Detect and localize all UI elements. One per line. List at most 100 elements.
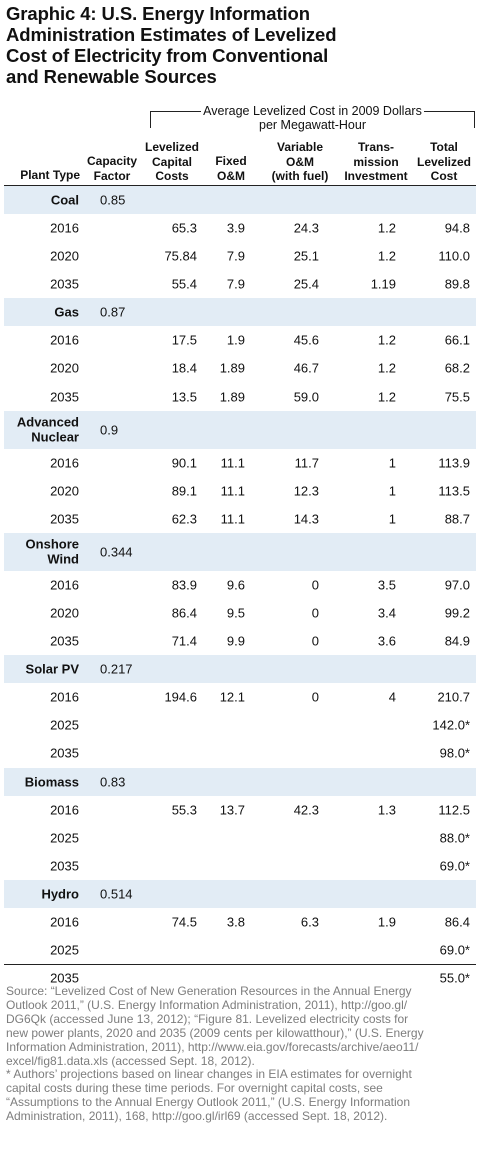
total-cost-cell: 113.5 [438,483,470,499]
category-row: Onshore Wind 0.344 [4,532,476,571]
fixed-om-cell: 1.89 [219,360,245,376]
plant-type-label: Solar PV [4,661,79,677]
transmission-cell: 1 [388,455,396,471]
year-cell: 2035 [50,970,79,986]
col-header-line: Levelized [416,154,472,169]
year-cell: 2016 [50,802,79,818]
data-row: 2016 65.3 3.9 24.3 1.2 94.8 [4,214,476,242]
capacity-factor: 0.344 [100,544,133,560]
total-cost-cell: 94.8 [444,220,470,236]
levelized-capital-cell: 13.5 [171,389,197,405]
total-cost-cell: 86.4 [444,914,470,930]
year-cell: 2025 [50,830,79,846]
transmission-cell: 1 [388,511,396,527]
data-row: 2035 55.0* [4,964,476,992]
transmission-cell: 3.4 [377,605,396,621]
variable-om-cell: 0 [311,633,319,649]
source-notes: Source: “Levelized Cost of New Generatio… [6,984,472,1124]
data-row: 2016 194.6 12.1 0 4 210.7 [4,683,476,711]
levelized-capital-cell: 18.4 [171,360,197,376]
plant-type-line: Hydro [41,886,79,902]
variable-om-cell: 14.3 [293,511,319,527]
col-header-line: Capacity [86,154,138,168]
data-row: 2020 75.84 7.9 25.1 1.2 110.0 [4,242,476,270]
col-header-line: (with fuel) [271,169,329,183]
data-row: 2035 71.4 9.9 0 3.6 84.9 [4,627,476,655]
fixed-om-cell: 1.89 [219,389,245,405]
data-row: 2016 55.3 13.7 42.3 1.3 112.5 [4,796,476,824]
data-row: 2035 69.0* [4,852,476,880]
variable-om-cell: 59.0 [293,389,319,405]
fixed-om-cell: 7.9 [226,248,245,264]
variable-om-cell: 12.3 [293,483,319,499]
year-cell: 2020 [50,248,79,264]
category-row: Advanced Nuclear 0.9 [4,410,476,449]
spanning-header: Average Levelized Cost in 2009 Dollars p… [150,104,475,132]
year-cell: 2016 [50,220,79,236]
data-row: 2035 98.0* [4,739,476,767]
capacity-factor: 0.87 [100,304,126,320]
transmission-cell: 3.6 [377,633,396,649]
plant-type-line: Nuclear [31,429,79,445]
levelized-capital-cell: 194.6 [164,689,197,705]
year-cell: 2020 [50,605,79,621]
total-cost-cell: 88.7 [444,511,470,527]
note-line: capital costs during these time periods.… [6,1081,383,1096]
spanning-header-line2: per Megawatt-Hour [257,117,368,132]
col-header-transmission: Trans- mission Investment [338,140,414,184]
variable-om-cell: 42.3 [293,802,319,818]
year-cell: 2025 [50,717,79,733]
fixed-om-cell: 11.1 [220,483,245,499]
capacity-factor: 0.514 [100,886,133,902]
graphic-title: Graphic 4: U.S. Energy Information Admin… [6,3,476,87]
levelized-capital-cell: 71.4 [171,633,197,649]
transmission-cell: 1.2 [377,360,396,376]
data-row: 2016 90.1 11.1 11.7 1 113.9 [4,449,476,477]
title-line: Graphic 4: U.S. Energy Information [6,3,310,24]
year-cell: 2035 [50,389,79,405]
data-row: 2025 142.0* [4,711,476,739]
variable-om-cell: 46.7 [293,360,319,376]
data-row: 2025 69.0* [4,936,476,964]
capacity-factor: 0.9 [100,422,119,438]
col-header-line: mission [353,154,399,169]
plant-type-line: Onshore [25,536,79,552]
levelized-capital-cell: 86.4 [171,605,197,621]
total-cost-cell: 75.5 [444,389,470,405]
transmission-cell: 1.2 [377,248,396,264]
data-row: 2016 17.5 1.9 45.6 1.2 66.1 [4,326,476,354]
fixed-om-cell: 9.6 [226,577,245,593]
fixed-om-cell: 9.9 [226,633,245,649]
plant-type-label: Hydro [4,886,79,902]
title-line: and Renewable Sources [6,66,217,87]
plant-type-line: Biomass [24,773,79,789]
levelized-capital-cell: 74.5 [171,914,197,930]
total-cost-cell: 113.9 [438,455,470,471]
variable-om-cell: 0 [311,689,319,705]
category-row: Biomass 0.83 [4,767,476,796]
transmission-cell: 1.2 [377,220,396,236]
levelized-capital-cell: 17.5 [171,332,197,348]
note-line: excel/fig81.data.xls (accessed Sept. 18,… [6,1053,255,1068]
year-cell: 2020 [50,483,79,499]
note-line: Information Administration, 2011), http:… [6,1039,419,1054]
year-cell: 2016 [50,577,79,593]
levelized-capital-cell: 55.3 [171,802,197,818]
year-cell: 2016 [50,914,79,930]
total-cost-cell: 66.1 [444,332,470,348]
category-row: Hydro 0.514 [4,879,476,908]
fixed-om-cell: 11.1 [220,511,245,527]
year-cell: 2020 [50,360,79,376]
plant-type-line: Wind [47,551,79,567]
note-line: Outlook 2011,” (U.S. Energy Information … [6,997,408,1012]
variable-om-cell: 25.1 [293,248,319,264]
year-cell: 2035 [50,858,79,874]
data-row: 2025 88.0* [4,824,476,852]
col-header-total: Total Levelized Cost [414,140,474,184]
levelized-capital-cell: 75.84 [164,248,197,264]
total-cost-cell: 97.0 [444,577,470,593]
transmission-cell: 1 [388,483,396,499]
total-cost-cell: 99.2 [444,605,470,621]
spanning-header-line1: Average Levelized Cost in 2009 Dollars [201,104,424,118]
year-cell: 2016 [50,455,79,471]
